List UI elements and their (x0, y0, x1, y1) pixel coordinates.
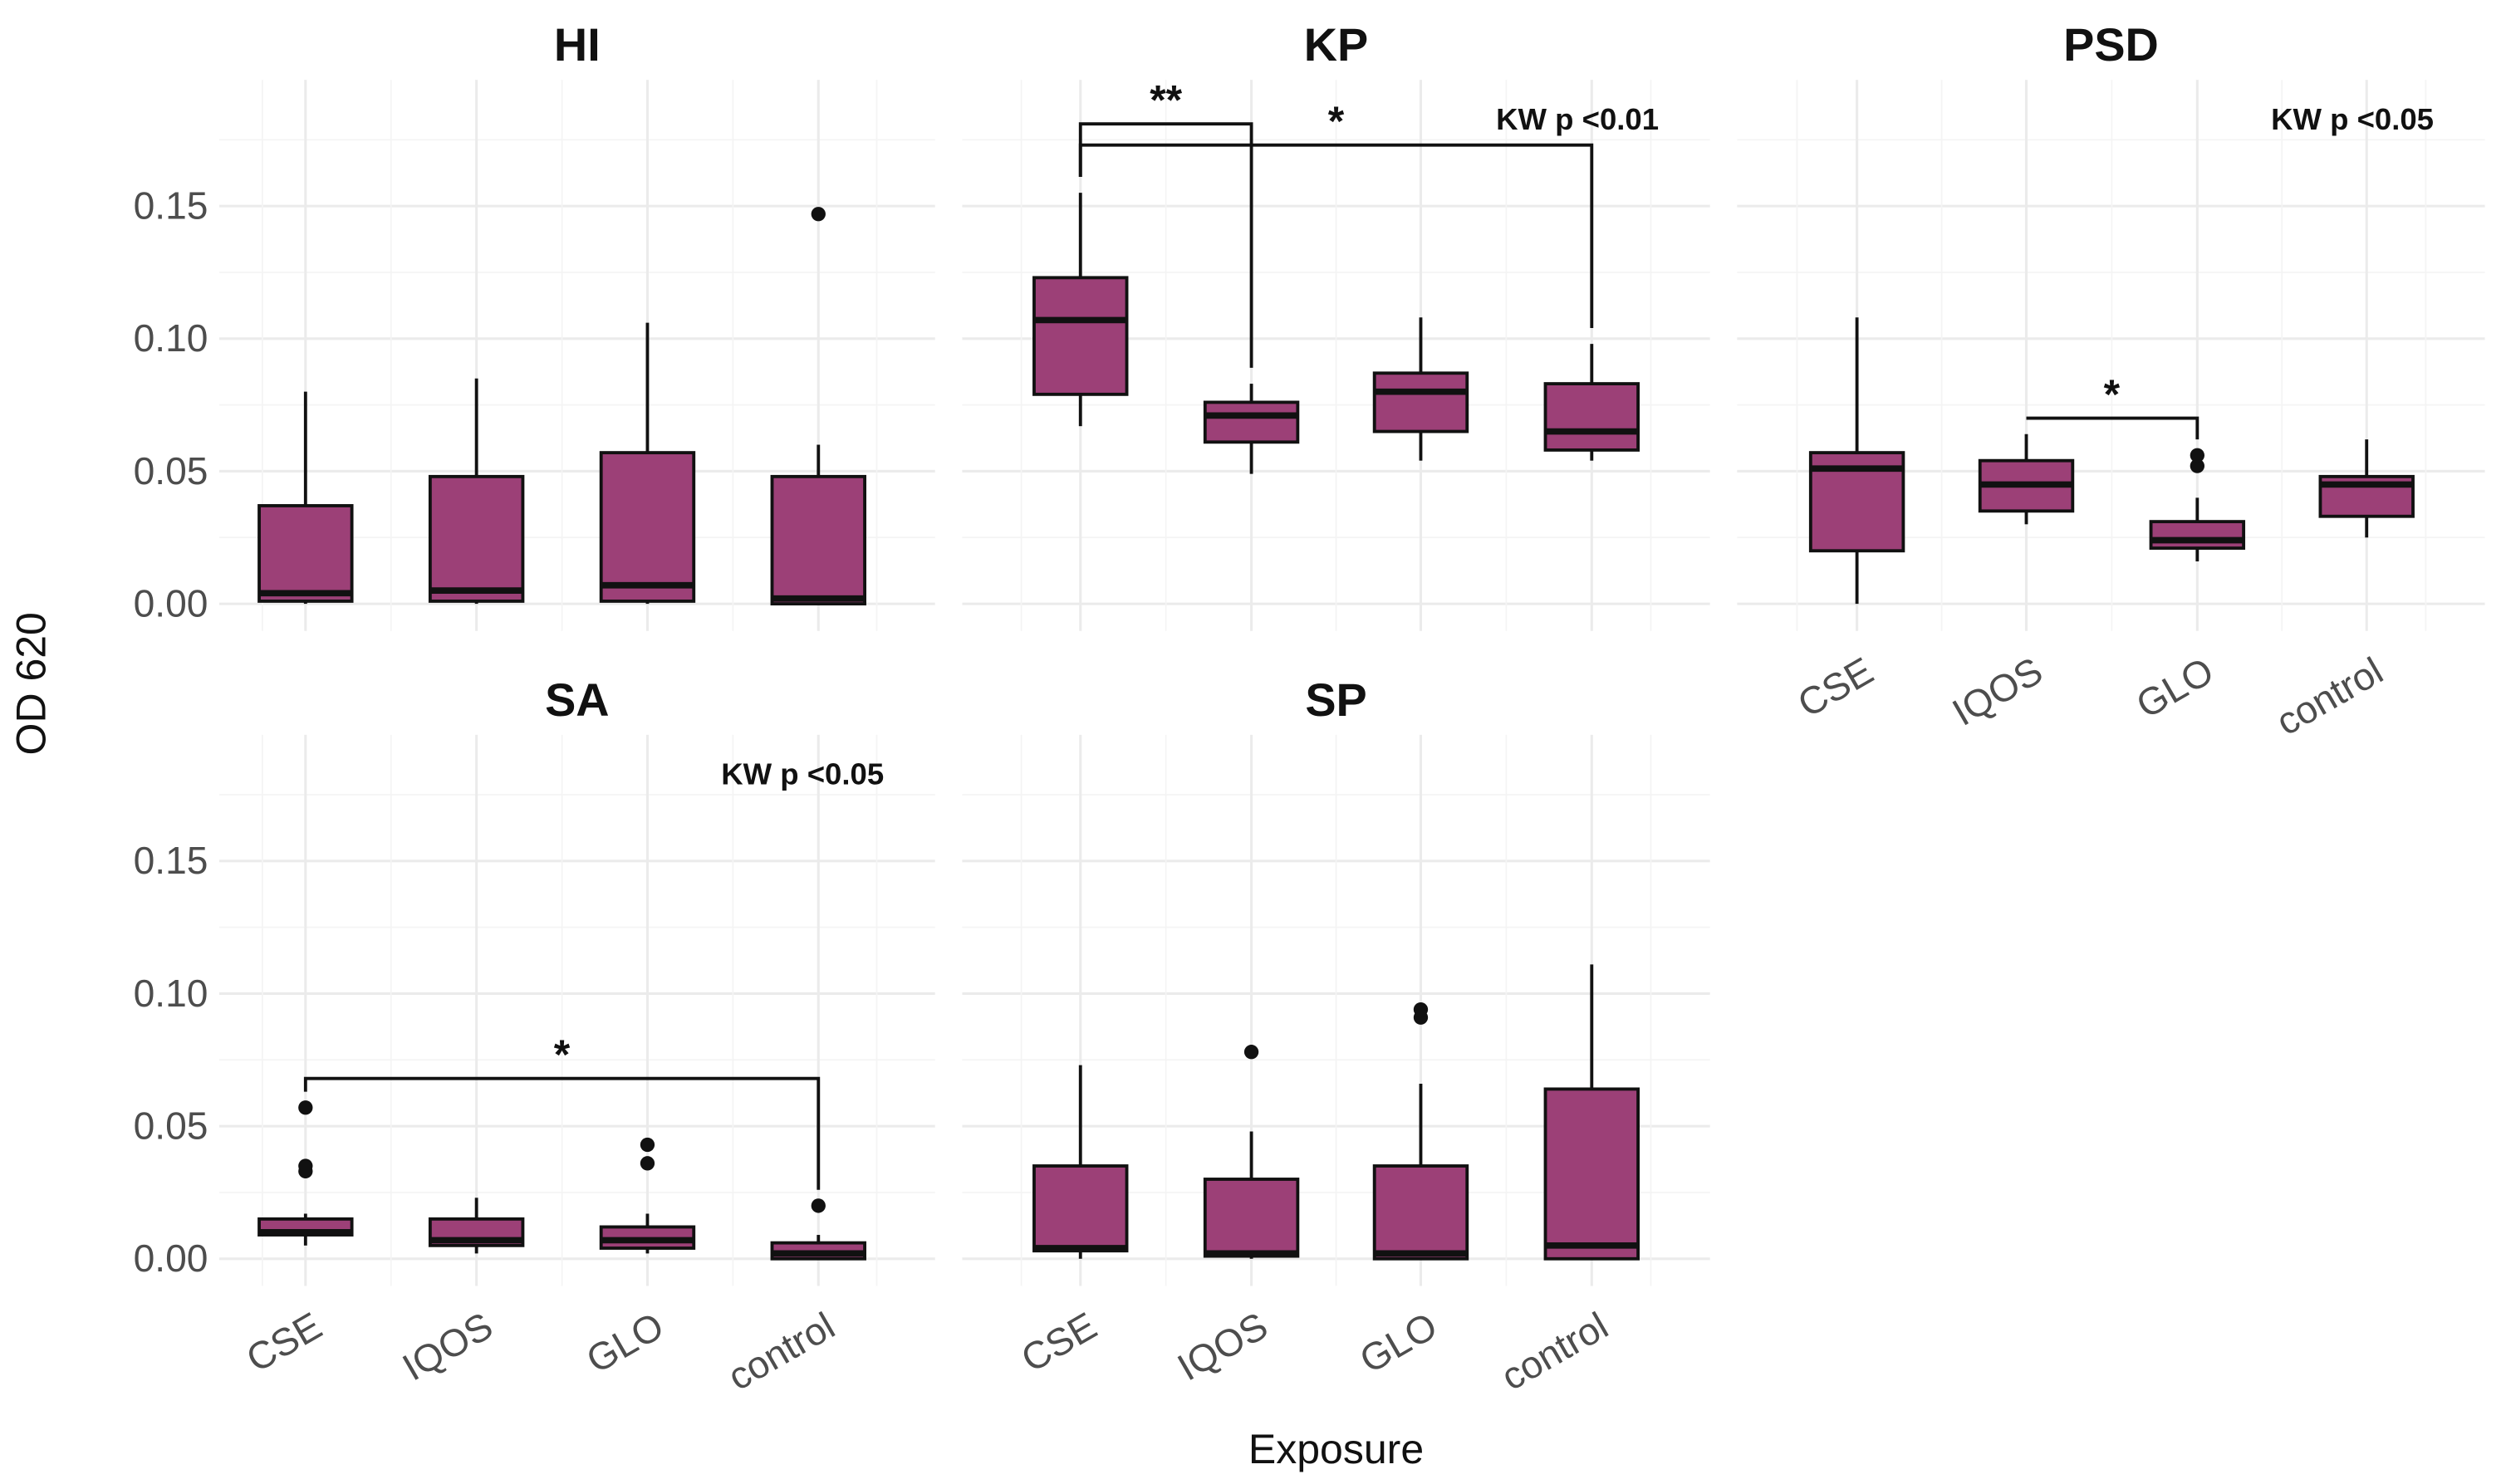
box-iqr (428, 474, 525, 603)
outlier-point (640, 1156, 655, 1171)
box-control (1543, 964, 1640, 1261)
x-tick-label: CSE (239, 1304, 329, 1380)
box-iqr (1032, 1164, 1129, 1253)
box-glo (599, 1137, 696, 1254)
y-tick-label: 0.00 (134, 581, 208, 624)
box-iqr (1203, 400, 1300, 444)
y-tick-label: 0.00 (134, 1237, 208, 1280)
box-iqr (2149, 520, 2246, 550)
significance-label: * (1328, 98, 1345, 144)
box-control (2318, 439, 2415, 538)
x-tick-label: IQOS (395, 1304, 500, 1389)
box-cse (1808, 317, 1905, 605)
box-cse (257, 1100, 354, 1246)
x-tick-label: CSE (1014, 1304, 1104, 1380)
box-control (1543, 344, 1640, 461)
panel-hi: 0.00 0.05 0.10 0.15 HI (134, 19, 935, 631)
y-tick-label: 0.05 (134, 1104, 208, 1148)
x-tick-label: control (1493, 1304, 1615, 1398)
kruskal-wallis-label: KW p <0.05 (2271, 102, 2434, 136)
box-iqos (1203, 384, 1300, 474)
box-iqr (257, 504, 354, 603)
outlier-point (640, 1137, 655, 1153)
box-control (770, 1198, 866, 1261)
outlier-point (298, 1100, 313, 1115)
x-tick-label: control (720, 1304, 841, 1398)
y-tick-label: 0.10 (134, 972, 208, 1015)
outlier-point (298, 1158, 313, 1173)
significance-bracket: * (2026, 371, 2199, 440)
x-tick-label: IQOS (1945, 649, 2050, 734)
box-cse (257, 391, 354, 605)
x-axis-title: Exposure (1248, 1426, 1424, 1472)
outlier-point (811, 207, 826, 222)
x-tick-label: GLO (579, 1304, 670, 1382)
box-iqr (1543, 1087, 1640, 1261)
significance-bracket: * (1078, 98, 1594, 329)
box-iqos (1203, 1045, 1300, 1259)
outlier-point (2190, 458, 2204, 473)
panel-title: SA (545, 674, 609, 726)
y-tick-label: 0.05 (134, 449, 208, 492)
y-tick-label: 0.15 (134, 184, 208, 228)
box-control (770, 207, 866, 606)
box-iqos (428, 378, 525, 605)
y-axis-title: OD 620 (7, 612, 54, 755)
significance-label: ** (1150, 77, 1182, 124)
box-iqr (1203, 1178, 1300, 1258)
box-glo (1372, 1002, 1469, 1261)
box-glo (599, 322, 696, 605)
panel-sa: 0.00 0.05 0.10 0.15 SA KW p <0.05 * CSE IQOS GLO c… (134, 674, 935, 1398)
significance-bracket: * (303, 1031, 821, 1190)
panel-sp: SP CSE IQOS GLO control (962, 674, 1710, 1398)
significance-label: * (2104, 371, 2121, 418)
box-cse (1032, 1065, 1129, 1259)
outlier-point (2190, 448, 2204, 463)
box-iqr (1372, 371, 1469, 433)
x-tick-label: GLO (1352, 1304, 1444, 1382)
box-glo (1372, 317, 1469, 461)
panel-title: SP (1305, 674, 1366, 726)
box-iqr (1543, 382, 1640, 452)
y-tick-label: 0.15 (134, 839, 208, 882)
significance-label: * (554, 1031, 571, 1078)
outlier-point (1413, 1002, 1429, 1017)
box-iqr (1032, 276, 1129, 396)
kruskal-wallis-label: KW p <0.01 (1496, 102, 1659, 136)
y-tick-label: 0.10 (134, 316, 208, 360)
panel-title: KP (1304, 19, 1368, 71)
kruskal-wallis-label: KW p <0.05 (721, 757, 884, 791)
x-tick-label: CSE (1791, 649, 1881, 725)
box-glo (2149, 448, 2246, 562)
box-cse (1032, 193, 1129, 427)
panel-title: HI (554, 19, 601, 71)
box-iqos (428, 1197, 525, 1254)
panel-psd: PSD KW p <0.05 * CSE IQOS GLO control (1737, 19, 2485, 743)
x-tick-label: IQOS (1170, 1304, 1275, 1389)
outlier-point (811, 1198, 826, 1213)
x-tick-label: control (2268, 649, 2390, 743)
significance-bracket: ** (1078, 77, 1253, 368)
box-iqr (770, 474, 866, 606)
box-iqr (1372, 1164, 1469, 1261)
outlier-point (1243, 1045, 1259, 1060)
panel-title: PSD (2063, 19, 2159, 71)
x-tick-label: GLO (2129, 649, 2220, 727)
box-iqos (1978, 433, 2075, 525)
box-iqr (599, 451, 696, 603)
